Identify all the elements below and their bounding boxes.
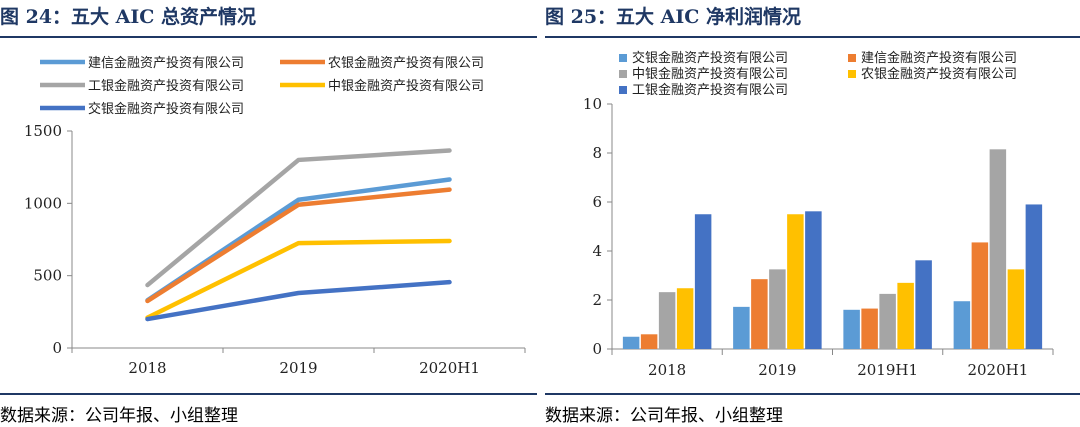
title-rule bbox=[545, 36, 1080, 38]
legend-label: 建信金融资产投资有限公司 bbox=[88, 55, 244, 71]
legend-label: 交银金融资产投资有限公司 bbox=[632, 50, 788, 66]
y-tick-label: 1000 bbox=[24, 194, 62, 212]
bar bbox=[953, 301, 971, 349]
bar bbox=[861, 308, 878, 349]
source-rule bbox=[545, 393, 1080, 395]
source-note: 数据来源：公司年报、小组整理 bbox=[545, 406, 783, 426]
y-tick-label: 8 bbox=[592, 144, 602, 162]
legend-label: 农银金融资产投资有限公司 bbox=[328, 55, 484, 71]
legend-swatch bbox=[848, 70, 856, 78]
legend-swatch bbox=[619, 54, 627, 62]
bar bbox=[658, 292, 676, 349]
y-tick-label: 1500 bbox=[24, 122, 62, 140]
bar bbox=[971, 242, 989, 349]
bar bbox=[640, 334, 658, 349]
bar bbox=[989, 149, 1007, 349]
bar bbox=[751, 279, 768, 349]
legend-label: 农银金融资产投资有限公司 bbox=[861, 66, 1017, 82]
bar bbox=[694, 214, 712, 349]
bar bbox=[1007, 269, 1025, 349]
bar bbox=[769, 269, 786, 349]
chart-panel-total-assets: 图 24：五大 AIC 总资产情况 建信金融资产投资有限公司 农银金融资产投资有限… bbox=[0, 0, 537, 427]
y-tick-label: 0 bbox=[592, 340, 602, 358]
y-tick-label: 10 bbox=[583, 95, 602, 113]
y-tick-label: 0 bbox=[52, 339, 62, 357]
legend-swatch bbox=[848, 54, 856, 62]
x-tick-label: 2019 bbox=[279, 359, 317, 377]
x-tick-label: 2018 bbox=[648, 361, 686, 379]
x-tick-label: 2020H1 bbox=[967, 361, 1028, 379]
series-line bbox=[145, 187, 452, 304]
legend-label: 工银金融资产投资有限公司 bbox=[632, 82, 788, 98]
title-rule bbox=[0, 36, 537, 38]
x-tick-label: 2018 bbox=[128, 359, 166, 377]
source-note: 数据来源：公司年报、小组整理 bbox=[0, 406, 238, 426]
bar bbox=[805, 211, 822, 349]
source-rule bbox=[0, 393, 537, 395]
chart-panel-net-profit: 图 25：五大 AIC 净利润情况 交银金融资产投资有限公司 建信金融资产投资有限… bbox=[545, 0, 1080, 427]
legend-label: 中银金融资产投资有限公司 bbox=[632, 66, 788, 82]
x-tick-label: 2020H1 bbox=[419, 359, 480, 377]
bar bbox=[676, 288, 694, 349]
x-tick-label: 2019 bbox=[758, 361, 796, 379]
bar bbox=[733, 306, 750, 349]
bar bbox=[915, 260, 932, 349]
y-tick-label: 500 bbox=[33, 267, 62, 285]
y-tick-label: 2 bbox=[592, 291, 602, 309]
bar bbox=[843, 309, 860, 349]
bar bbox=[622, 336, 640, 349]
bar bbox=[879, 293, 896, 349]
bar bbox=[1025, 204, 1043, 349]
x-tick-label: 2019H1 bbox=[857, 361, 918, 379]
series-line bbox=[145, 279, 452, 322]
bar bbox=[787, 214, 804, 349]
series-line bbox=[145, 238, 452, 320]
y-tick-label: 4 bbox=[592, 242, 602, 260]
legend-label: 交银金融资产投资有限公司 bbox=[88, 101, 244, 117]
chart-title: 图 25：五大 AIC 净利润情况 bbox=[545, 6, 802, 28]
bar bbox=[897, 282, 914, 349]
chart-title: 图 24：五大 AIC 总资产情况 bbox=[0, 6, 257, 28]
legend-swatch bbox=[619, 70, 627, 78]
y-tick-label: 6 bbox=[592, 193, 602, 211]
legend-label: 建信金融资产投资有限公司 bbox=[861, 50, 1017, 66]
series-line bbox=[145, 148, 452, 288]
legend-label: 工银金融资产投资有限公司 bbox=[88, 78, 244, 94]
legend-label: 中银金融资产投资有限公司 bbox=[328, 78, 484, 94]
legend-swatch bbox=[619, 86, 627, 94]
